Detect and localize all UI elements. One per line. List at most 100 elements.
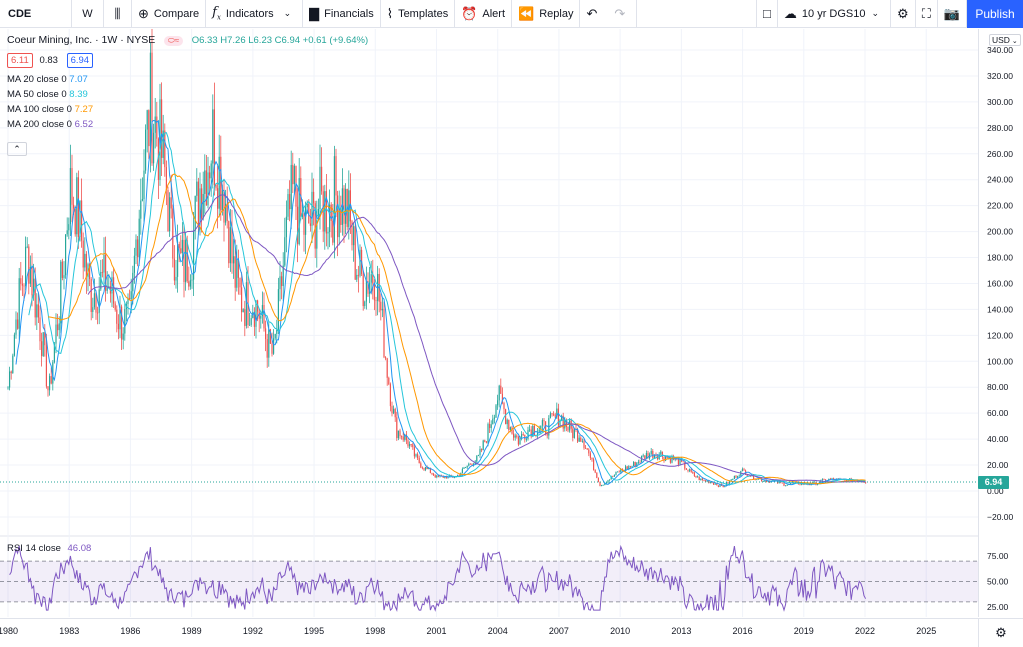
ma-label: MA 200 close 0 [7, 119, 72, 130]
ma-legend-item[interactable]: MA 50 close 0 8.39 [7, 89, 93, 100]
candle-body [253, 312, 255, 327]
chart-canvas[interactable] [0, 29, 978, 617]
currency-button[interactable]: USD ⌄ [989, 34, 1021, 46]
candle-body [215, 184, 217, 189]
candle-body [265, 328, 267, 340]
candle-body [34, 278, 36, 318]
candle-body [831, 478, 833, 480]
rewind-icon: ⏪ [518, 5, 535, 21]
ma-legend-item[interactable]: MA 100 close 0 7.27 [7, 104, 93, 115]
bid-badge[interactable]: 6.11 [7, 53, 33, 68]
candle-body [189, 280, 191, 287]
price-tick-label: 20.00 [987, 460, 1009, 470]
candle-body [665, 456, 667, 461]
compare-button[interactable]: ⊕ Compare [132, 0, 207, 28]
candle-body [77, 177, 79, 237]
ask-badge[interactable]: 6.94 [66, 53, 94, 68]
candles-icon: ⫼ [114, 5, 121, 21]
candle-body [111, 277, 113, 294]
candle-body [783, 482, 785, 486]
symbol-search-button[interactable]: CDE [0, 0, 72, 28]
legend-title: Coeur Mining, Inc. · 1W · NYSE [7, 34, 156, 46]
time-tick-label: 2025 [916, 626, 936, 636]
candle-body [377, 273, 379, 301]
financials-button[interactable]: ▇ Financials [303, 0, 381, 28]
ma-legend-item[interactable]: MA 20 close 0 7.07 [7, 74, 93, 85]
candle-body [332, 220, 334, 243]
expand-icon: ⛶ [921, 5, 931, 21]
candle-body [522, 434, 524, 435]
candle-body [668, 457, 670, 459]
candle-body [741, 469, 743, 471]
candle-body [175, 276, 177, 281]
fullscreen-layout-button[interactable]: □ [756, 0, 778, 28]
candle-body [607, 480, 609, 483]
chevron-down-icon[interactable]: ⌄ [283, 8, 292, 18]
collapse-legend-button[interactable]: ⌃ [7, 142, 27, 156]
candle-body [594, 469, 596, 473]
compare-symbol-button[interactable]: ☁ 10 yr DGS10 ⌄ [778, 0, 892, 28]
price-tick-label: 260.00 [987, 149, 1013, 159]
candle-body [386, 358, 388, 378]
candle-body [117, 323, 119, 330]
candle-body [687, 469, 689, 471]
candle-body [20, 278, 22, 284]
price-tick-label: 140.00 [987, 304, 1013, 314]
candle-body [498, 385, 500, 401]
candle-body [137, 239, 139, 258]
candle-body [39, 317, 41, 342]
candle-body [167, 190, 169, 232]
fullscreen-button[interactable]: ⛶ [916, 0, 938, 28]
candle-body [25, 246, 27, 287]
indicators-button[interactable]: fx Indicators ⌄ [206, 0, 304, 28]
candle-body [221, 190, 223, 211]
candle-body [391, 406, 393, 414]
candle-body [604, 482, 606, 485]
candle-body [41, 341, 43, 356]
chart-type-button[interactable]: ⫼ [104, 0, 132, 28]
redo-button[interactable]: ↷ [608, 0, 638, 28]
candle-body [711, 482, 713, 483]
candle-body [829, 478, 831, 480]
candle-body [255, 300, 257, 327]
undo-button[interactable]: ↶ [580, 0, 608, 28]
price-axis[interactable]: 340.00 320.00 300.00 280.00 260.00 240.00 220.… [978, 29, 1023, 617]
axis-settings-button[interactable]: ⚙ [978, 618, 1023, 647]
time-axis[interactable]: 1980 1983 1986 1989 1992 1995 1998 2001 2004 2007… [0, 618, 978, 647]
candle-body [631, 465, 633, 467]
compare-label: Compare [153, 7, 200, 20]
candle-body [807, 484, 809, 486]
candle-body [466, 465, 468, 468]
candle-body [226, 203, 228, 221]
candle-body [778, 481, 780, 484]
candle-body [316, 220, 318, 249]
toggle-icon[interactable]: ⬭≈ [163, 36, 184, 46]
candle-body [444, 476, 446, 478]
templates-button[interactable]: ⌇ Templates [381, 0, 456, 28]
snapshot-button[interactable]: 📷 [938, 0, 967, 28]
candle-body [677, 458, 679, 465]
candle-body [161, 99, 163, 158]
candle-body [81, 200, 83, 241]
candle-body [661, 451, 663, 457]
interval-button[interactable]: W [72, 0, 104, 28]
candle-body [373, 283, 375, 301]
candle-body [613, 474, 615, 477]
candle-body [785, 485, 787, 487]
candle-body [546, 433, 548, 436]
candle-body [73, 204, 75, 209]
ma-legend-item[interactable]: MA 200 close 0 6.52 [7, 119, 93, 130]
candle-body [325, 191, 327, 234]
candle-body [497, 400, 499, 406]
replay-button[interactable]: ⏪ Replay [512, 0, 581, 28]
alert-button[interactable]: ⏰ Alert [455, 0, 513, 28]
candle-body [521, 434, 523, 438]
candle-body [820, 480, 822, 483]
publish-button[interactable]: Publish [967, 0, 1023, 28]
candle-body [194, 195, 196, 231]
candle-body [506, 419, 508, 425]
settings-button[interactable]: ⚙ [891, 0, 916, 28]
candle-body [367, 280, 369, 294]
candle-body [268, 329, 270, 358]
candle-body [821, 479, 823, 481]
